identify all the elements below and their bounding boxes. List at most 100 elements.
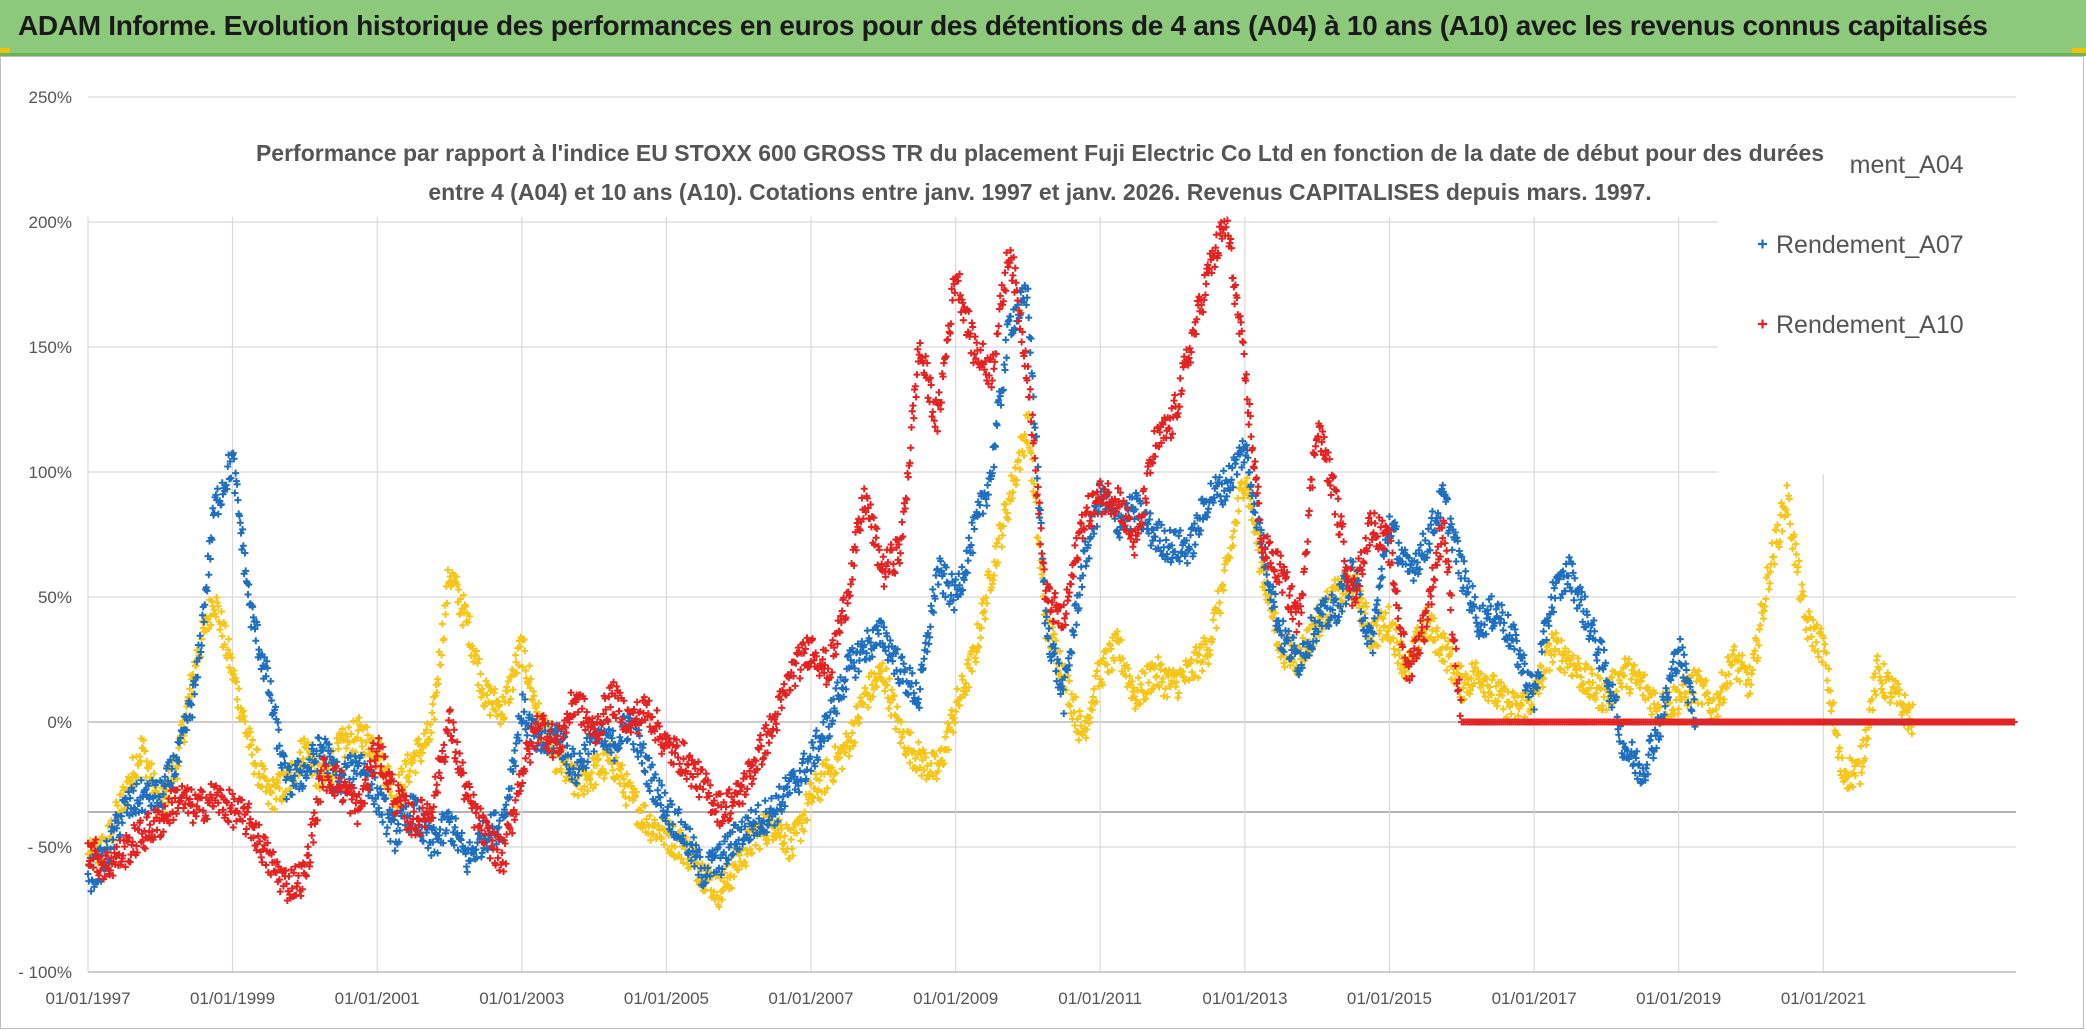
data-point	[1191, 541, 1199, 549]
data-point	[1759, 615, 1767, 623]
data-point	[459, 591, 467, 599]
data-point	[364, 731, 372, 739]
data-point	[464, 618, 472, 626]
data-point	[1539, 627, 1547, 635]
data-point	[1600, 646, 1608, 654]
data-point	[189, 819, 197, 827]
data-point	[228, 654, 236, 662]
data-point	[1549, 658, 1557, 666]
data-point	[260, 765, 268, 773]
data-point	[1204, 505, 1212, 513]
data-point	[477, 693, 485, 701]
data-point	[241, 717, 249, 725]
data-point	[1615, 731, 1623, 739]
data-point	[153, 826, 161, 834]
banner-title: ADAM Informe. Evolution historique des p…	[18, 10, 1988, 41]
data-point	[1499, 705, 1507, 713]
data-point	[1439, 481, 1447, 489]
data-point	[1857, 742, 1865, 750]
data-point	[275, 784, 283, 792]
data-point	[146, 821, 154, 829]
data-point	[1410, 577, 1418, 585]
data-point	[1145, 679, 1153, 687]
data-point	[253, 746, 261, 754]
data-point	[914, 738, 922, 746]
data-point	[338, 725, 346, 733]
data-point	[84, 870, 92, 878]
data-point	[304, 739, 312, 747]
data-point	[1756, 621, 1764, 629]
data-point	[308, 831, 316, 839]
data-point	[1635, 760, 1643, 768]
data-point	[434, 680, 442, 688]
data-point	[1183, 559, 1191, 567]
data-point	[965, 534, 973, 542]
data-point	[1162, 536, 1170, 544]
data-point	[225, 664, 233, 672]
data-point	[1072, 621, 1080, 629]
data-point	[983, 502, 991, 510]
data-point	[178, 782, 186, 790]
data-point	[334, 739, 342, 747]
data-point	[916, 685, 924, 693]
data-point	[150, 770, 158, 778]
data-point	[948, 706, 956, 714]
data-point	[972, 658, 980, 666]
data-point	[300, 735, 308, 743]
banner-accent-right	[2072, 48, 2086, 53]
data-point	[1688, 707, 1696, 715]
data-point	[1385, 512, 1393, 520]
data-point	[1031, 424, 1039, 432]
data-point	[345, 723, 353, 731]
data-point	[576, 750, 584, 758]
data-point	[848, 729, 856, 737]
data-point	[496, 720, 504, 728]
data-point	[423, 726, 431, 734]
data-point	[426, 735, 434, 743]
data-point	[492, 707, 500, 715]
data-point	[1795, 557, 1803, 565]
data-point	[358, 742, 366, 750]
data-point	[353, 717, 361, 725]
data-point	[953, 685, 961, 693]
data-point	[438, 651, 446, 659]
data-point	[267, 677, 275, 685]
data-point	[893, 703, 901, 711]
data-point	[1821, 640, 1829, 648]
data-point	[274, 778, 282, 786]
data-point	[507, 695, 515, 703]
data-point	[148, 760, 156, 768]
data-point	[950, 606, 958, 614]
data-point	[1003, 354, 1011, 362]
data-point	[1001, 366, 1009, 374]
data-point	[1246, 468, 1254, 476]
data-point	[282, 787, 290, 795]
data-point	[1792, 550, 1800, 558]
data-point	[296, 748, 304, 756]
data-point	[404, 751, 412, 759]
data-point	[1856, 780, 1864, 788]
data-point	[140, 736, 148, 744]
data-point	[477, 670, 485, 678]
data-point	[483, 691, 491, 699]
data-point	[1154, 653, 1162, 661]
data-point	[309, 838, 317, 846]
data-point	[752, 808, 760, 816]
data-point	[207, 621, 215, 629]
data-point	[920, 655, 928, 663]
data-point	[225, 818, 233, 826]
data-point	[299, 755, 307, 763]
data-point	[212, 613, 220, 621]
data-point	[214, 510, 222, 518]
data-point	[1786, 520, 1794, 528]
data-point	[574, 792, 582, 800]
data-point	[862, 656, 870, 664]
data-point	[459, 621, 467, 629]
data-point	[271, 783, 279, 791]
data-point	[998, 543, 1006, 551]
data-point	[520, 635, 528, 643]
data-point	[473, 647, 481, 655]
data-point	[205, 571, 213, 579]
data-point	[235, 685, 243, 693]
report-banner: ADAM Informe. Evolution historique des p…	[0, 0, 2086, 56]
